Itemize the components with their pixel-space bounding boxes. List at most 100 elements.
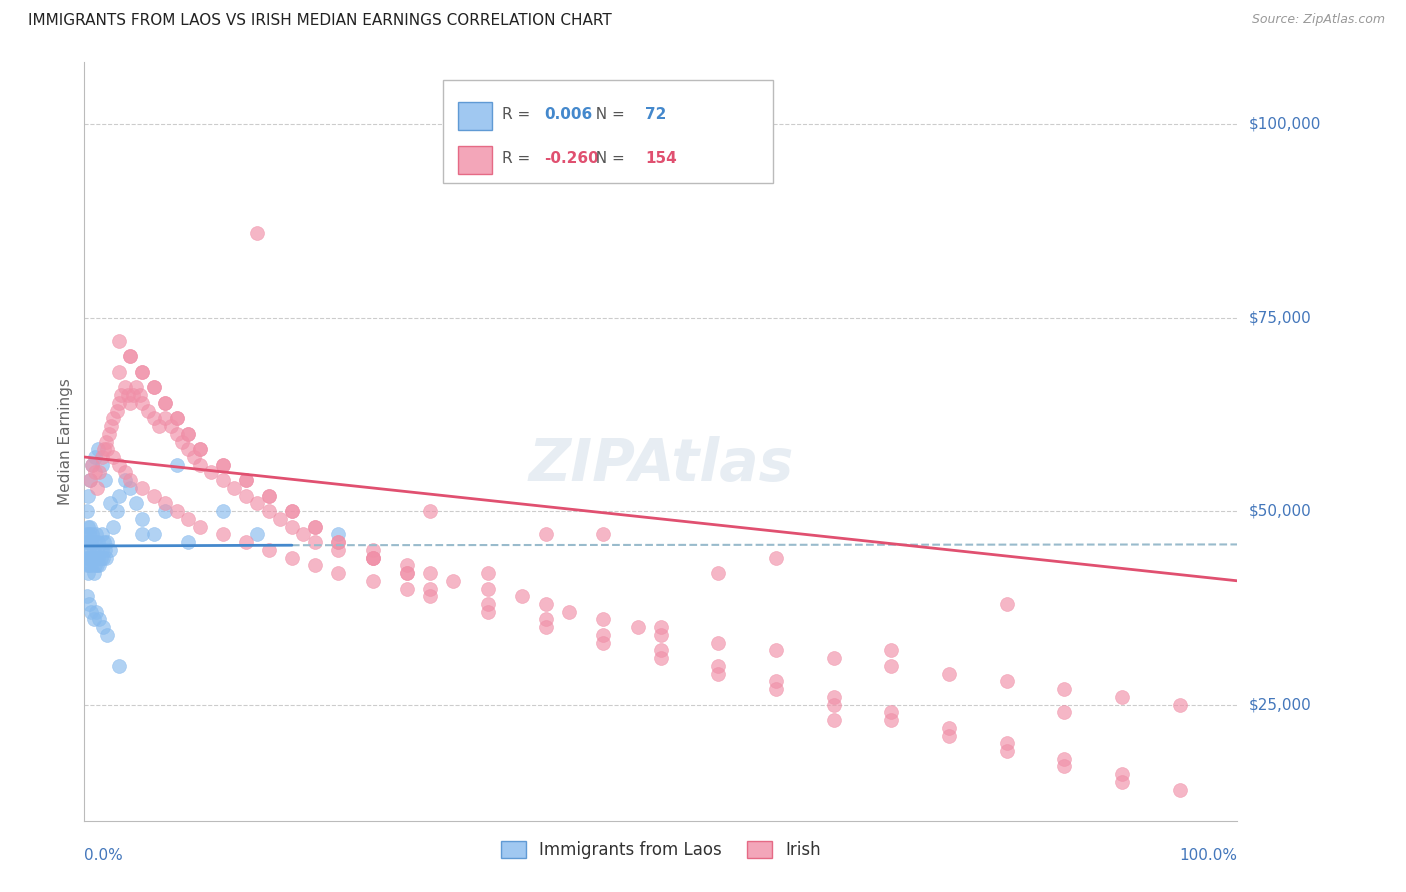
Text: 100.0%: 100.0% <box>1180 847 1237 863</box>
Legend: Immigrants from Laos, Irish: Immigrants from Laos, Irish <box>494 834 828 865</box>
Point <box>188 458 211 472</box>
Point <box>90 542 112 557</box>
Point <box>765 550 787 565</box>
Point <box>246 226 269 240</box>
Point <box>79 535 101 549</box>
Point <box>707 659 730 673</box>
Point <box>121 388 143 402</box>
Point <box>108 458 131 472</box>
Point <box>103 411 124 425</box>
Point <box>120 350 142 364</box>
Text: 0.0%: 0.0% <box>84 847 124 863</box>
Point <box>281 504 304 518</box>
Point <box>142 489 165 503</box>
Point <box>82 527 104 541</box>
Point <box>80 605 103 619</box>
Point <box>86 542 108 557</box>
Point <box>108 396 131 410</box>
Point <box>89 612 111 626</box>
Point <box>77 542 100 557</box>
Point <box>131 365 153 379</box>
Point <box>136 403 159 417</box>
Point <box>592 628 614 642</box>
Point <box>98 542 121 557</box>
Point <box>304 519 326 533</box>
Point <box>177 535 200 549</box>
Point <box>89 550 111 565</box>
Point <box>120 473 142 487</box>
Point <box>98 496 121 510</box>
Text: 154: 154 <box>645 152 678 167</box>
Point <box>200 466 222 480</box>
Point <box>477 605 499 619</box>
Point <box>94 542 117 557</box>
Point <box>1053 752 1076 766</box>
Point <box>114 473 136 487</box>
Point <box>326 535 349 549</box>
Point <box>131 365 153 379</box>
Point <box>83 535 105 549</box>
Point <box>94 473 117 487</box>
Point <box>76 542 98 557</box>
Point <box>131 396 153 410</box>
Point <box>166 426 188 441</box>
Point <box>142 380 165 394</box>
Point <box>995 744 1018 758</box>
Point <box>153 396 176 410</box>
Point <box>592 636 614 650</box>
Point <box>396 566 419 580</box>
Point <box>148 419 170 434</box>
Point <box>75 535 97 549</box>
Point <box>211 504 233 518</box>
Point <box>326 566 349 580</box>
Point <box>77 527 100 541</box>
Point <box>419 589 441 603</box>
Point <box>235 535 257 549</box>
Point <box>76 558 98 573</box>
Point <box>97 426 120 441</box>
Point <box>211 458 233 472</box>
Point <box>361 574 384 588</box>
Text: IMMIGRANTS FROM LAOS VS IRISH MEDIAN EARNINGS CORRELATION CHART: IMMIGRANTS FROM LAOS VS IRISH MEDIAN EAR… <box>28 13 612 29</box>
Point <box>131 481 153 495</box>
Point <box>627 620 650 634</box>
Text: N =: N = <box>586 152 630 167</box>
Point <box>1111 690 1133 704</box>
Point <box>120 396 142 410</box>
Point <box>90 458 112 472</box>
Point <box>79 519 101 533</box>
Point <box>114 380 136 394</box>
Point <box>76 504 98 518</box>
Point <box>938 666 960 681</box>
Point <box>534 597 557 611</box>
Point <box>880 659 903 673</box>
Point <box>114 466 136 480</box>
Point <box>477 566 499 580</box>
Point <box>103 450 124 464</box>
Point <box>89 466 111 480</box>
Point <box>235 473 257 487</box>
Point <box>77 558 100 573</box>
Point <box>83 466 105 480</box>
Point <box>153 496 176 510</box>
Text: ZIPAtlas: ZIPAtlas <box>529 436 793 492</box>
Point <box>110 388 132 402</box>
Point <box>82 458 104 472</box>
Point <box>361 550 384 565</box>
Point <box>512 589 534 603</box>
Point <box>880 643 903 657</box>
Text: $25,000: $25,000 <box>1249 697 1312 712</box>
Point <box>76 566 98 580</box>
Point <box>83 450 105 464</box>
Point <box>153 411 176 425</box>
Point <box>83 566 105 580</box>
Point <box>650 643 672 657</box>
Point <box>87 442 110 457</box>
Point <box>91 620 114 634</box>
Point <box>93 535 115 549</box>
Point <box>361 542 384 557</box>
Point <box>281 504 304 518</box>
Point <box>177 442 200 457</box>
Point <box>166 411 188 425</box>
Point <box>76 535 98 549</box>
